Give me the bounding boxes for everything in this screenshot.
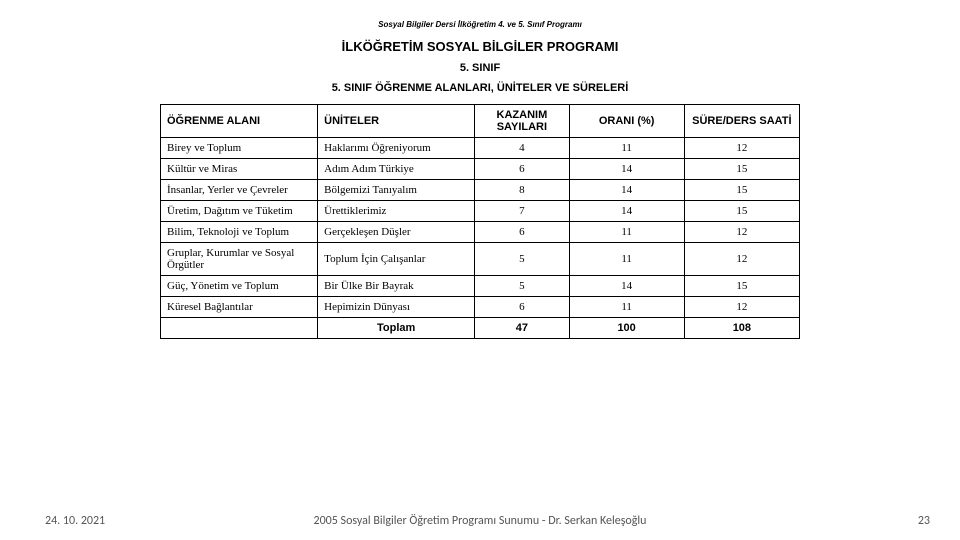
heading-main: İLKÖĞRETİM SOSYAL BİLGİLER PROGRAMI [160, 39, 800, 54]
cell-oran: 11 [569, 243, 684, 276]
cell-total-label: Toplam [318, 318, 475, 339]
cell-oran: 14 [569, 159, 684, 180]
footer-text: 2005 Sosyal Bilgiler Öğretim Programı Su… [280, 514, 680, 528]
cell-unite: Gerçekleşen Düşler [318, 222, 475, 243]
cell-total-kazanim: 47 [475, 318, 569, 339]
cell-kazanim: 7 [475, 201, 569, 222]
cell-unite: Hepimizin Dünyası [318, 297, 475, 318]
cell-unite: Toplum İçin Çalışanlar [318, 243, 475, 276]
cell-total-blank [161, 318, 318, 339]
col-header-oran: ORANI (%) [569, 105, 684, 138]
cell-unite: Haklarımı Öğreniyorum [318, 138, 475, 159]
col-header-alan: ÖĞRENME ALANI [161, 105, 318, 138]
slide-content: Sosyal Bilgiler Dersi İlköğretim 4. ve 5… [160, 0, 800, 339]
cell-oran: 14 [569, 201, 684, 222]
cell-alan: Bilim, Teknoloji ve Toplum [161, 222, 318, 243]
cell-kazanim: 6 [475, 159, 569, 180]
cell-alan: Kültür ve Miras [161, 159, 318, 180]
cell-kazanim: 5 [475, 276, 569, 297]
table-row: Gruplar, Kurumlar ve Sosyal ÖrgütlerTopl… [161, 243, 800, 276]
cell-unite: Bölgemizi Tanıyalım [318, 180, 475, 201]
cell-kazanim: 6 [475, 222, 569, 243]
cell-kazanim: 6 [475, 297, 569, 318]
cell-oran: 11 [569, 138, 684, 159]
cell-kazanim: 5 [475, 243, 569, 276]
cell-alan: Birey ve Toplum [161, 138, 318, 159]
curriculum-table: ÖĞRENME ALANI ÜNİTELER KAZANIM SAYILARI … [160, 104, 800, 339]
table-row: Güç, Yönetim ve ToplumBir Ülke Bir Bayra… [161, 276, 800, 297]
cell-total-sure: 108 [684, 318, 799, 339]
cell-sure: 12 [684, 138, 799, 159]
cell-alan: İnsanlar, Yerler ve Çevreler [161, 180, 318, 201]
cell-oran: 14 [569, 180, 684, 201]
cell-sure: 15 [684, 180, 799, 201]
cell-sure: 15 [684, 159, 799, 180]
table-row: Küresel BağlantılarHepimizin Dünyası6111… [161, 297, 800, 318]
table-header-row: ÖĞRENME ALANI ÜNİTELER KAZANIM SAYILARI … [161, 105, 800, 138]
cell-alan: Gruplar, Kurumlar ve Sosyal Örgütler [161, 243, 318, 276]
cell-alan: Üretim, Dağıtım ve Tüketim [161, 201, 318, 222]
cell-sure: 12 [684, 222, 799, 243]
heading-sub2: 5. SINIF ÖĞRENME ALANLARI, ÜNİTELER VE S… [160, 82, 800, 94]
cell-kazanim: 8 [475, 180, 569, 201]
cell-alan: Güç, Yönetim ve Toplum [161, 276, 318, 297]
heading-pre: Sosyal Bilgiler Dersi İlköğretim 4. ve 5… [160, 20, 800, 29]
cell-unite: Bir Ülke Bir Bayrak [318, 276, 475, 297]
table-row: Birey ve ToplumHaklarımı Öğreniyorum4111… [161, 138, 800, 159]
slide-footer: 24. 10. 2021 2005 Sosyal Bilgiler Öğreti… [0, 514, 960, 528]
cell-oran: 11 [569, 222, 684, 243]
cell-oran: 11 [569, 297, 684, 318]
table-total-row: Toplam47100108 [161, 318, 800, 339]
table-row: Üretim, Dağıtım ve TüketimÜrettiklerimiz… [161, 201, 800, 222]
col-header-kazanim: KAZANIM SAYILARI [475, 105, 569, 138]
cell-total-oran: 100 [569, 318, 684, 339]
cell-unite: Adım Adım Türkiye [318, 159, 475, 180]
cell-alan: Küresel Bağlantılar [161, 297, 318, 318]
cell-sure: 15 [684, 201, 799, 222]
heading-sub: 5. SINIF [160, 62, 800, 74]
table-row: Bilim, Teknoloji ve ToplumGerçekleşen Dü… [161, 222, 800, 243]
cell-kazanim: 4 [475, 138, 569, 159]
cell-unite: Ürettiklerimiz [318, 201, 475, 222]
col-header-uniteler: ÜNİTELER [318, 105, 475, 138]
cell-oran: 14 [569, 276, 684, 297]
col-header-sure: SÜRE/DERS SAATİ [684, 105, 799, 138]
table-row: Kültür ve MirasAdım Adım Türkiye61415 [161, 159, 800, 180]
cell-sure: 12 [684, 243, 799, 276]
cell-sure: 12 [684, 297, 799, 318]
cell-sure: 15 [684, 276, 799, 297]
footer-date: 24. 10. 2021 [45, 514, 105, 528]
slide-page: Sosyal Bilgiler Dersi İlköğretim 4. ve 5… [0, 0, 960, 540]
table-row: İnsanlar, Yerler ve ÇevrelerBölgemizi Ta… [161, 180, 800, 201]
footer-page-number: 23 [918, 514, 930, 528]
